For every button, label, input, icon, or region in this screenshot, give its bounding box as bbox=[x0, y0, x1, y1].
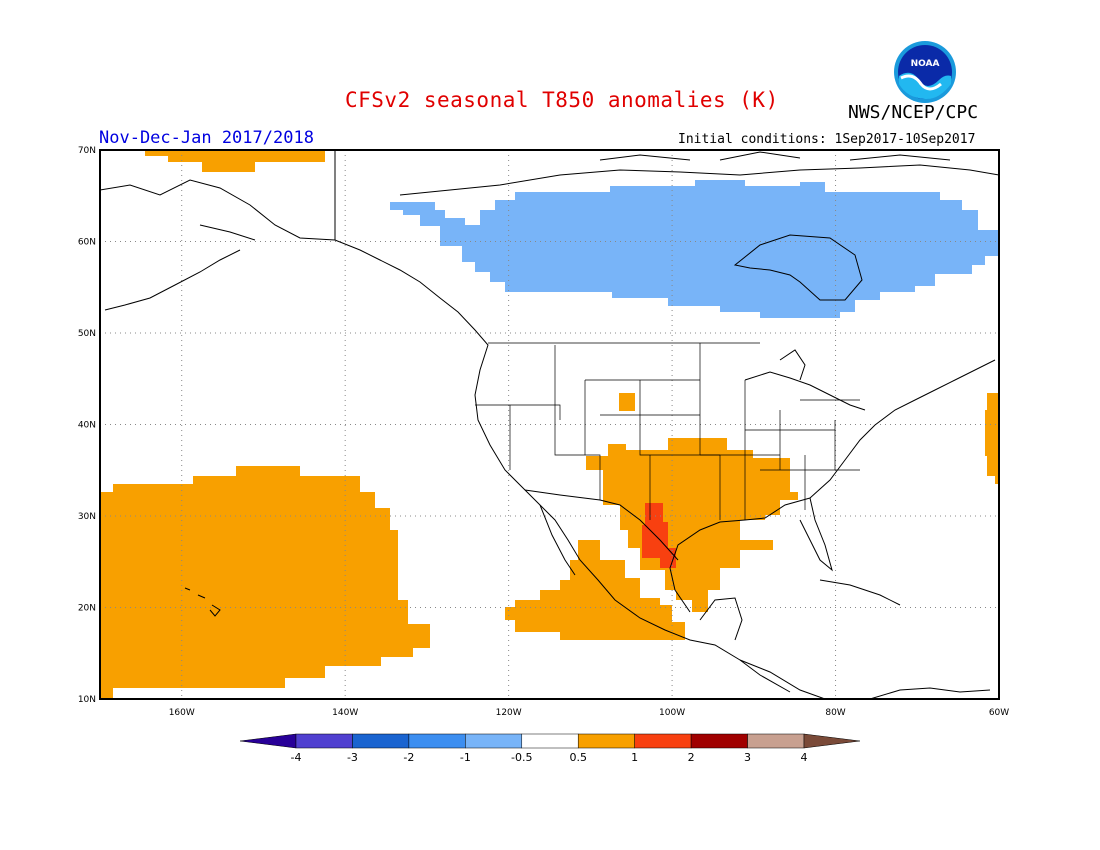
map-title: CFSv2 seasonal T850 anomalies (K) bbox=[345, 88, 779, 112]
colorbar-swatch bbox=[577, 733, 635, 749]
lon-label: 80W bbox=[825, 708, 845, 718]
lat-label: 20N bbox=[78, 604, 96, 614]
lon-label: 60W bbox=[989, 708, 1009, 718]
anomaly-fields bbox=[100, 150, 999, 699]
coastlines bbox=[100, 150, 999, 699]
lat-label: 70N bbox=[78, 146, 96, 156]
colorbar-swatch bbox=[690, 733, 748, 749]
initial-conditions-label: Initial conditions: 1Sep2017-10Sep2017 bbox=[678, 132, 976, 147]
colorbar-label: -0.5 bbox=[511, 751, 532, 764]
season-label: Nov-Dec-Jan 2017/2018 bbox=[99, 128, 314, 148]
noaa-logo-icon: NOAA bbox=[894, 41, 956, 103]
colorbar-label: -3 bbox=[347, 751, 358, 764]
colorbar-label: 0.5 bbox=[569, 751, 587, 764]
colorbar-label: -2 bbox=[403, 751, 414, 764]
colorbar-swatch bbox=[408, 733, 466, 749]
lon-label: 160W bbox=[169, 708, 195, 718]
canada-negative-anomaly bbox=[390, 180, 999, 318]
lat-label: 40N bbox=[78, 421, 96, 431]
lat-label: 10N bbox=[78, 695, 96, 705]
atlantic-positive-anomaly bbox=[985, 393, 999, 484]
longitude-labels: 160W 140W 120W 100W 80W 60W bbox=[169, 708, 1010, 718]
texas-strong-positive-anomaly bbox=[642, 503, 676, 568]
colorbar: -4 -3 -2 -1 -0.5 0.5 1 2 3 4 bbox=[239, 733, 861, 764]
latitude-labels: 70N 60N 50N 40N 30N 20N 10N bbox=[78, 146, 96, 705]
colorbar-label: 3 bbox=[744, 751, 751, 764]
colorbar-label: 1 bbox=[631, 751, 638, 764]
colorbar-swatch bbox=[747, 733, 805, 749]
colorbar-label: -4 bbox=[291, 751, 302, 764]
colorbar-low-triangle bbox=[239, 733, 297, 749]
map-frame bbox=[99, 149, 1000, 700]
us-mexico-border bbox=[524, 489, 679, 561]
colorbar-label: 4 bbox=[801, 751, 808, 764]
colorbar-high-triangle bbox=[803, 733, 861, 749]
lon-label: 100W bbox=[659, 708, 685, 718]
colorbar-swatch bbox=[634, 733, 692, 749]
colorado-positive-anomaly bbox=[619, 393, 635, 411]
lat-label: 50N bbox=[78, 329, 96, 339]
colorbar-swatch bbox=[352, 733, 410, 749]
colorbar-swatch bbox=[521, 733, 579, 749]
pacific-positive-anomaly bbox=[100, 466, 430, 699]
agency-label: NWS/NCEP/CPC bbox=[848, 102, 979, 123]
logo-text: NOAA bbox=[911, 59, 940, 69]
lon-label: 140W bbox=[332, 708, 358, 718]
colorbar-swatch bbox=[465, 733, 523, 749]
colorbar-label: 2 bbox=[688, 751, 695, 764]
lon-label: 120W bbox=[496, 708, 522, 718]
colorbar-label: -1 bbox=[460, 751, 471, 764]
colorbar-swatch bbox=[295, 733, 353, 749]
lat-label: 30N bbox=[78, 512, 96, 522]
mexico-positive-anomaly bbox=[505, 540, 685, 640]
lat-label: 60N bbox=[78, 238, 96, 248]
arctic-positive-anomaly bbox=[145, 150, 325, 172]
state-borders bbox=[475, 342, 860, 520]
